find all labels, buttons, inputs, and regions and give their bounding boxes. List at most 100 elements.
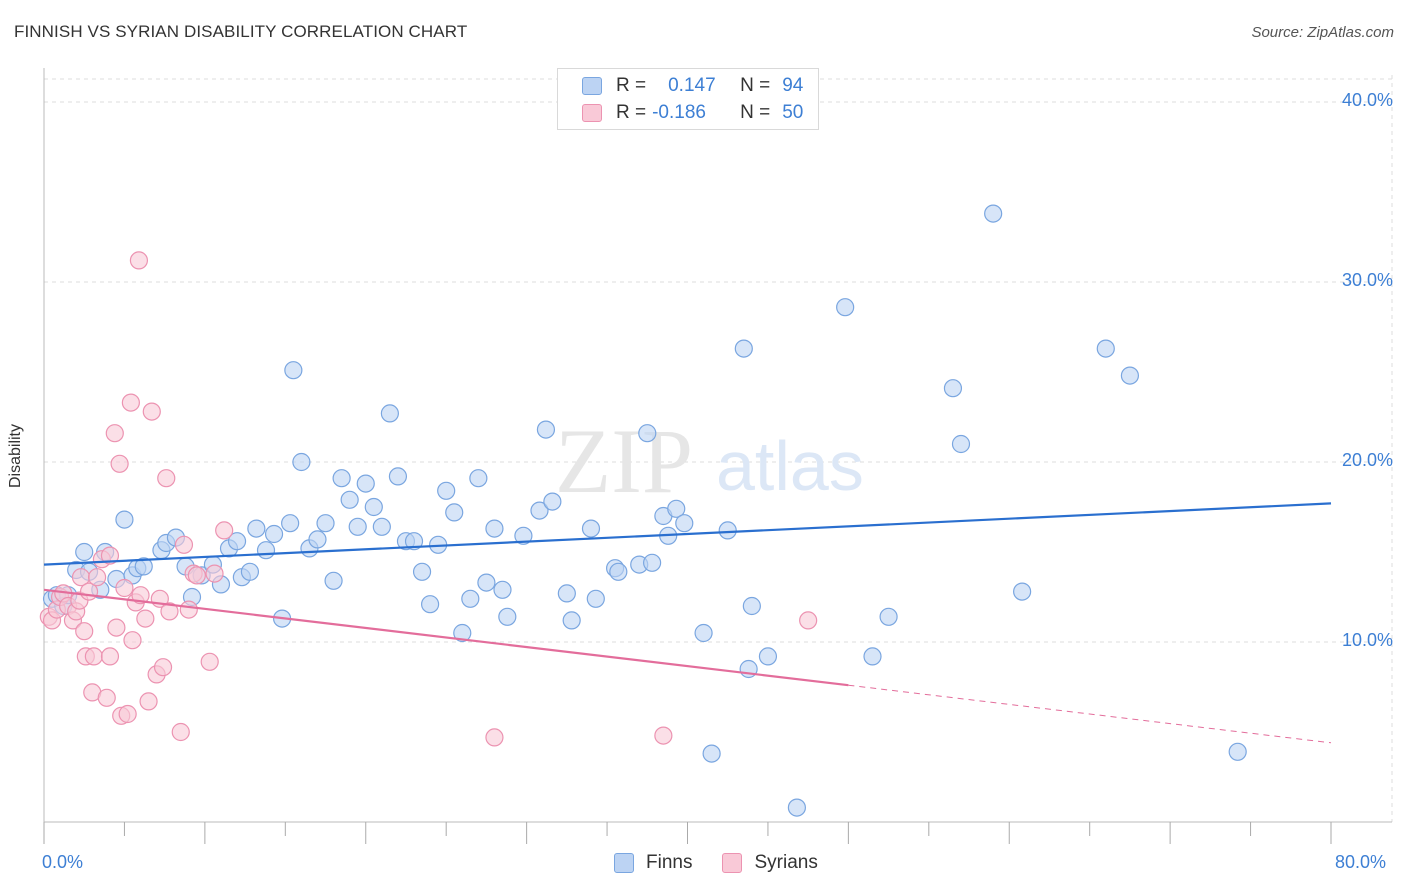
finns-point-23 <box>227 532 247 551</box>
syrians-point-41 <box>179 600 198 619</box>
finns-point-35 <box>316 514 335 533</box>
finns-point-42 <box>372 517 391 536</box>
finns-n-label: N = <box>740 75 771 96</box>
finns-point-59 <box>514 526 533 545</box>
axis-layer <box>43 68 1392 844</box>
series-legend: Finns Syrians <box>614 852 848 874</box>
finns-point-47 <box>412 562 432 581</box>
syrians-point-20 <box>105 424 124 443</box>
finns-point-90 <box>1013 582 1032 601</box>
finns-point-27 <box>256 541 276 560</box>
syrians-point-22 <box>110 454 129 473</box>
syrians-point-14 <box>84 647 103 666</box>
finns-point-85 <box>863 647 882 666</box>
finns-point-93 <box>1228 742 1247 761</box>
syrians-point-36 <box>153 658 173 677</box>
finns-point-10 <box>115 510 134 529</box>
finns-point-46 <box>404 532 424 551</box>
syrians-n-label: N = <box>740 102 771 123</box>
finns-point-51 <box>445 503 464 522</box>
finns-swatch <box>582 77 602 95</box>
finns-point-58 <box>498 607 517 626</box>
finns-r-label: R = <box>616 75 647 96</box>
legend-row-syrians: R = -0.186 N = 50 <box>582 101 803 125</box>
finns-point-32 <box>292 452 311 472</box>
syrians-point-38 <box>160 602 179 621</box>
x-tick-label-left: 0.0% <box>42 852 84 872</box>
finns-point-41 <box>364 497 383 517</box>
finns-trend-line <box>43 502 1332 566</box>
finns-point-56 <box>485 519 504 538</box>
finns-point-43 <box>380 404 399 423</box>
finns-point-37 <box>332 469 351 488</box>
finns-point-55 <box>477 573 496 592</box>
finns-point-79 <box>734 339 753 358</box>
legend-item-finns[interactable]: Finns <box>614 852 692 874</box>
syrians-trend-extension <box>848 684 1332 744</box>
syrians-legend-swatch <box>722 853 743 873</box>
y-tick-label-40: 40.0% <box>1341 90 1393 110</box>
syrians-point-18 <box>100 546 120 565</box>
syrians-point-32 <box>139 692 158 711</box>
finns-point-13 <box>134 557 153 576</box>
syrians-point-44 <box>200 652 219 671</box>
syrians-point-25 <box>118 704 137 724</box>
finns-point-26 <box>247 519 266 538</box>
finns-point-88 <box>951 434 971 454</box>
finns-point-28 <box>264 524 284 544</box>
finns-point-61 <box>536 420 556 439</box>
chart-title: FINNISH VS SYRIAN DISABILITY CORRELATION… <box>14 22 468 41</box>
finns-point-48 <box>421 595 440 614</box>
finns-point-44 <box>388 467 408 486</box>
finns-point-74 <box>667 499 686 518</box>
finns-point-25 <box>240 562 260 581</box>
finns-point-6 <box>75 542 94 562</box>
syrians-point-47 <box>485 728 504 747</box>
finns-point-52 <box>453 623 472 643</box>
syrians-swatch <box>582 104 602 122</box>
source-label: Source: ZipAtlas.com <box>1251 24 1394 41</box>
watermark-zip: ZIP <box>555 410 693 512</box>
finns-point-38 <box>340 490 359 509</box>
finns-point-75 <box>675 514 694 533</box>
finns-r-value: 0.147 <box>668 75 716 96</box>
finns-point-70 <box>638 424 657 443</box>
finns-point-76 <box>694 623 713 643</box>
finns-points <box>42 204 1247 817</box>
legend-item-syrians[interactable]: Syrians <box>722 852 818 874</box>
finns-point-87 <box>943 379 963 398</box>
syrians-n-value: 50 <box>782 102 804 123</box>
finns-point-60 <box>530 501 549 520</box>
syrians-point-33 <box>142 402 161 421</box>
finns-point-50 <box>437 481 456 500</box>
finns-point-54 <box>469 469 488 488</box>
finns-point-68 <box>609 562 628 581</box>
finns-point-53 <box>461 589 480 608</box>
finns-point-64 <box>562 611 581 630</box>
syrians-legend-label: Syrians <box>754 852 818 873</box>
finns-point-63 <box>557 584 576 603</box>
finns-point-89 <box>984 204 1003 223</box>
finns-point-65 <box>581 519 601 538</box>
syrians-point-27 <box>123 631 142 650</box>
finns-point-84 <box>836 298 855 317</box>
finns-point-83 <box>787 798 806 817</box>
syrians-point-17 <box>97 688 116 707</box>
finns-point-39 <box>348 517 367 536</box>
syrians-r-value: -0.186 <box>652 102 706 123</box>
syrians-point-29 <box>129 251 149 270</box>
finns-point-40 <box>356 474 375 493</box>
syrians-point-30 <box>131 586 150 605</box>
syrians-point-10 <box>75 622 94 641</box>
finns-point-78 <box>718 521 737 540</box>
finns-point-62 <box>543 492 562 511</box>
trend-lines <box>43 502 1332 744</box>
watermark-atlas: atlas <box>716 427 864 505</box>
finns-legend-swatch <box>614 853 634 873</box>
syrians-point-46 <box>215 521 234 540</box>
y-tick-label-30: 30.0% <box>1341 270 1393 290</box>
syrians-trend-line <box>43 588 849 687</box>
syrians-point-19 <box>100 647 120 666</box>
finns-point-91 <box>1096 339 1115 358</box>
